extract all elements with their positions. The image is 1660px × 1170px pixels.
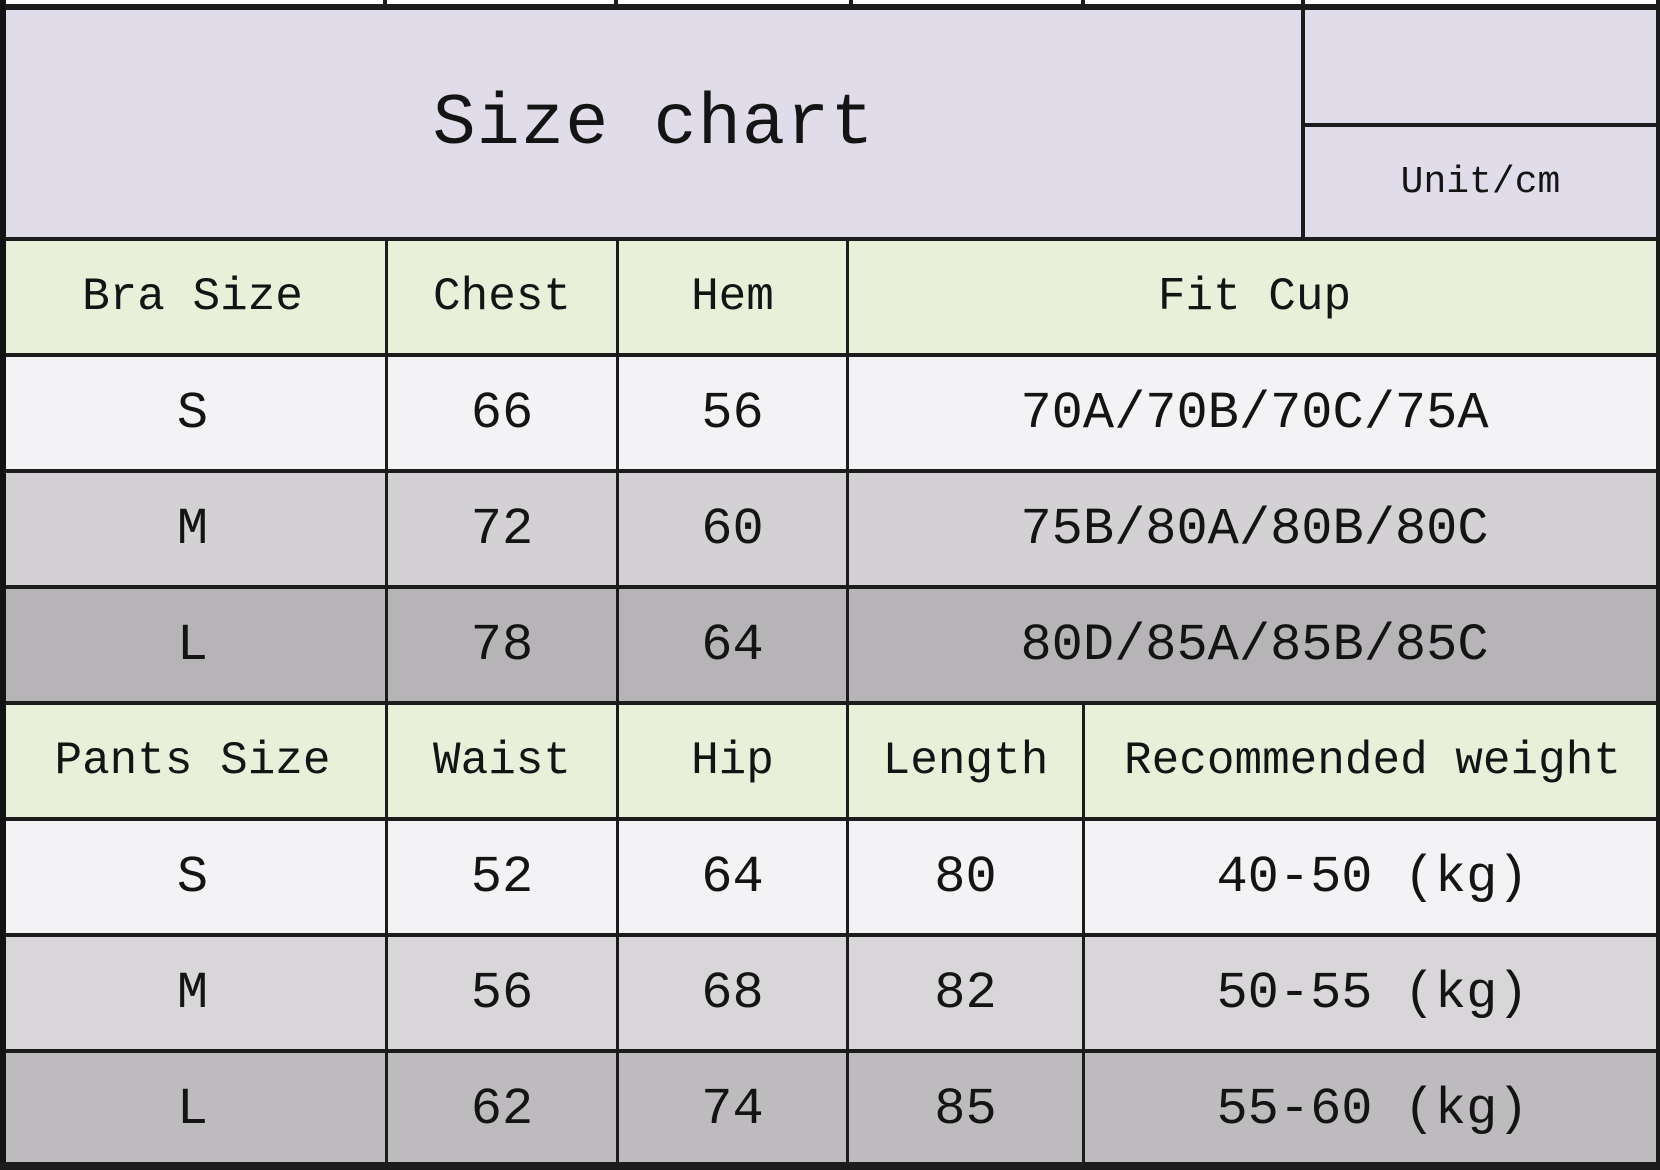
unit-cell-divider [1301,123,1660,127]
column-header-chest: Chest [385,241,616,353]
bra-header-row: Bra Size Chest Hem Fit Cup [0,237,1660,353]
table-cell: 60 [616,473,846,585]
column-header-length: Length [846,705,1082,817]
bra-row-l: L 78 64 80D/85A/85B/85C [0,585,1660,701]
table-cell: 82 [846,937,1082,1049]
table-cell: 68 [616,937,846,1049]
bottom-border-bar [0,1162,1660,1170]
unit-label: Unit/cm [1400,160,1561,204]
top-grid-tick [614,0,618,6]
table-cell: L [176,615,209,675]
top-grid-tick [383,0,387,6]
table-cell: 56 [616,357,846,469]
pants-header-row: Pants Size Waist Hip Length Recommended … [0,701,1660,817]
pants-row-l: L 62 74 85 55-60 (kg) [0,1049,1660,1165]
pants-row-m: M 56 68 82 50-55 (kg) [0,933,1660,1049]
table-cell: 64 [616,821,846,933]
bra-row-m: M 72 60 75B/80A/80B/80C [0,469,1660,585]
page-title: Size chart [432,82,875,165]
top-grid-tick [849,0,853,6]
bra-row-s: S 66 56 70A/70B/70C/75A [0,353,1660,469]
column-header-bra-size: Bra Size [82,271,303,323]
table-cell: 55-60 (kg) [1082,1053,1660,1165]
table-cell: 56 [385,937,616,1049]
table-cell: S [176,847,209,907]
table-cell: 80 [846,821,1082,933]
column-header-fit-cup: Fit Cup [846,241,1660,353]
column-header-recommended-weight: Recommended weight [1082,705,1660,817]
table-cell: S [176,383,209,443]
pants-row-s: S 52 64 80 40-50 (kg) [0,817,1660,933]
column-header-waist: Waist [385,705,616,817]
table-cell: 74 [616,1053,846,1165]
table-cell: 85 [846,1053,1082,1165]
top-grid-tick [1081,0,1085,6]
table-cell: 66 [385,357,616,469]
table-cell: M [176,963,209,1023]
column-header-pants-size: Pants Size [54,735,331,787]
title-band: Size chart Unit/cm [0,10,1660,237]
table-cell: L [176,1079,209,1139]
table-cell: 72 [385,473,616,585]
table-cell: 70A/70B/70C/75A [846,357,1660,469]
top-border-line [0,4,1660,10]
table-cell: 52 [385,821,616,933]
table-cell: 40-50 (kg) [1082,821,1660,933]
left-border-bar [0,0,6,1170]
table-cell: M [176,499,209,559]
table-cell: 75B/80A/80B/80C [846,473,1660,585]
column-header-hip: Hip [616,705,846,817]
size-table: Bra Size Chest Hem Fit Cup S 66 56 70A/7… [0,237,1660,1165]
right-border-bar [1656,0,1660,1170]
table-cell: 80D/85A/85B/85C [846,589,1660,701]
table-cell: 50-55 (kg) [1082,937,1660,1049]
top-grid-tick [1301,0,1305,6]
table-cell: 62 [385,1053,616,1165]
table-cell: 78 [385,589,616,701]
table-cell: 64 [616,589,846,701]
column-header-hem: Hem [616,241,846,353]
